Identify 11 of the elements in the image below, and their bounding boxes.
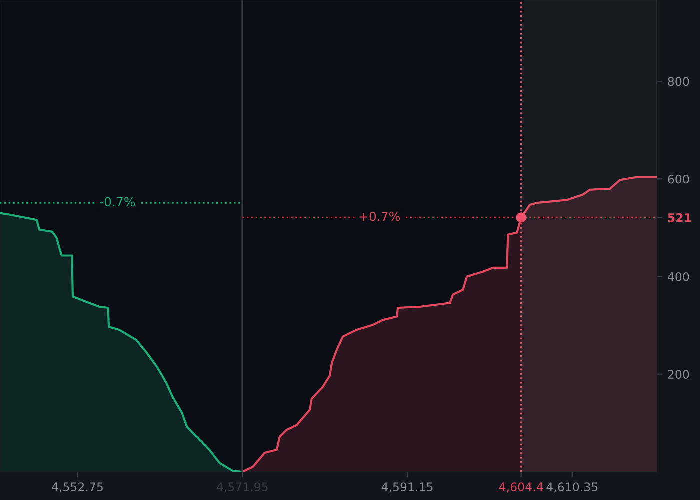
x-tick-label: 4,610.35 [546,482,598,493]
x-tick-label: 4,552.75 [52,482,103,493]
annotation: +0.7% [360,212,400,222]
y-tick-label: 521 [668,213,692,222]
y-tick-label: 400 [668,272,690,282]
y-tick-label: 800 [668,77,690,86]
x-tick-label: 4,604.4 [499,482,544,493]
annotation: -0.7% [100,197,136,207]
y-tick-label: 200 [668,370,690,380]
x-tick-label: 4,591.15 [382,482,433,493]
y-tick-label: 600 [668,174,690,184]
